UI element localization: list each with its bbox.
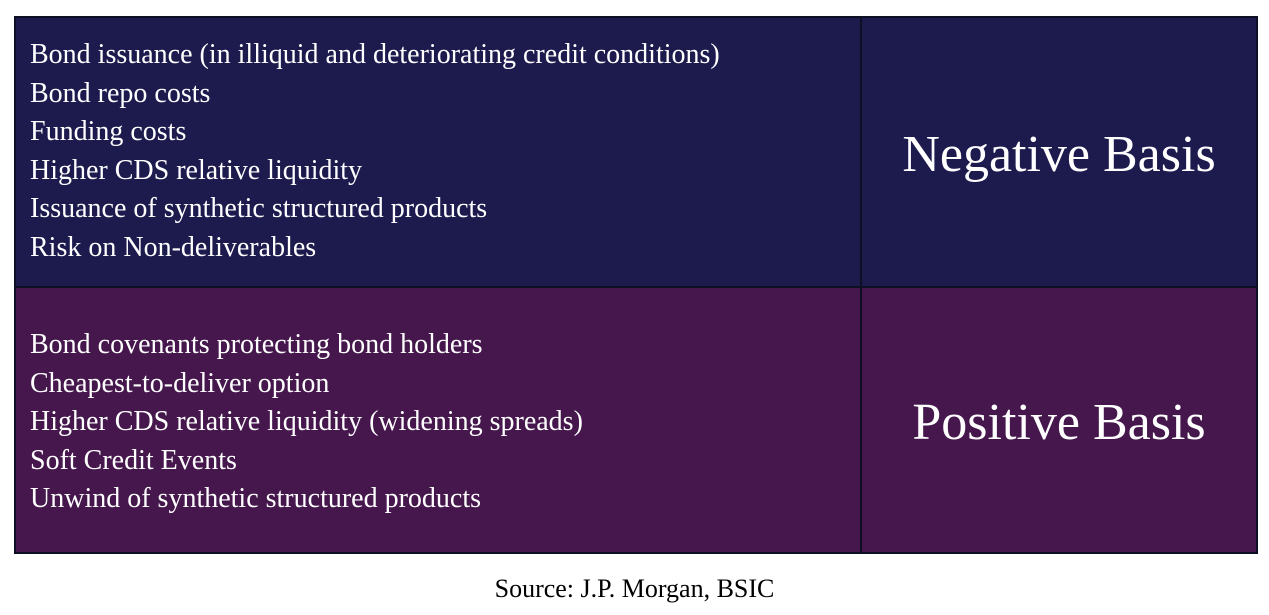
positive-basis-label-cell: Positive Basis [862, 288, 1256, 552]
list-item: Issuance of synthetic structured product… [30, 193, 488, 224]
list-item: Unwind of synthetic structured products [30, 483, 482, 514]
negative-basis-drivers-cell: Bond issuance (in illiquid and deteriora… [16, 18, 862, 286]
negative-basis-row: Bond issuance (in illiquid and deteriora… [16, 18, 1256, 288]
list-item: Bond covenants protecting bond holders [30, 329, 483, 360]
list-item: Higher CDS relative liquidity (widening … [30, 406, 583, 437]
positive-basis-drivers-cell: Bond covenants protecting bond holders C… [16, 288, 862, 552]
list-item: Funding costs [30, 116, 187, 147]
negative-basis-label: Negative Basis [902, 125, 1216, 183]
list-item: Soft Credit Events [30, 444, 237, 476]
list-item: Bond repo costs [30, 77, 211, 109]
positive-basis-label: Positive Basis [912, 393, 1206, 451]
list-item: Higher CDS relative liquidity [30, 154, 363, 186]
negative-basis-drivers-list: Bond issuance (in illiquid and deteriora… [30, 36, 720, 267]
negative-basis-label-cell: Negative Basis [862, 18, 1256, 286]
list-item: Risk on Non-deliverables [30, 231, 317, 263]
source-caption: Source: J.P. Morgan, BSIC [494, 574, 775, 603]
list-item: Cheapest-to-deliver option [30, 367, 330, 399]
basis-drivers-table: Bond issuance (in illiquid and deteriora… [14, 16, 1258, 554]
list-item: Bond issuance (in illiquid and deteriora… [30, 39, 720, 70]
positive-basis-row: Bond covenants protecting bond holders C… [16, 288, 1256, 552]
positive-basis-drivers-list: Bond covenants protecting bond holders C… [30, 326, 583, 519]
